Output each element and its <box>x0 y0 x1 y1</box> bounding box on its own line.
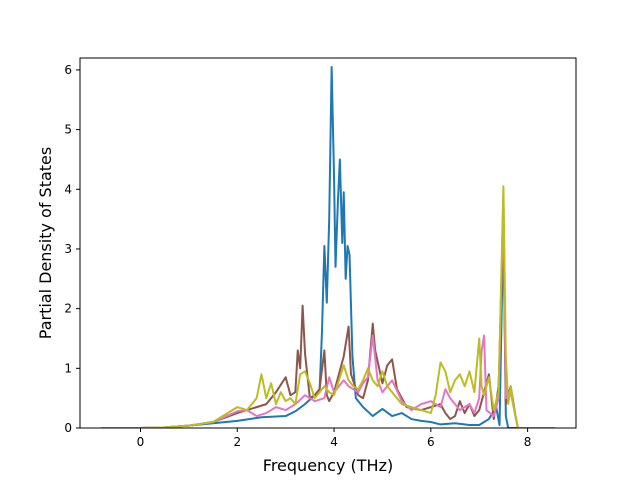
y-tick-label: 3 <box>64 242 72 256</box>
y-tick-label: 6 <box>64 63 72 77</box>
x-tick-label: 2 <box>233 435 241 449</box>
x-axis-title: Frequency (THz) <box>263 456 393 475</box>
y-tick-label: 2 <box>64 302 72 316</box>
y-tick-label: 1 <box>64 361 72 375</box>
x-tick-label: 0 <box>137 435 145 449</box>
y-axis-title: Partial Density of States <box>36 147 55 339</box>
series-line-4 <box>101 185 555 428</box>
series-layer <box>101 65 555 428</box>
x-axis: 0 2 4 6 8 <box>137 428 532 449</box>
x-tick-label: 8 <box>524 435 532 449</box>
series-line-1 <box>101 65 555 428</box>
x-tick-label: 6 <box>427 435 435 449</box>
y-axis: 0 1 2 3 4 5 6 <box>64 63 80 435</box>
plot-frame <box>79 57 577 429</box>
y-tick-label: 5 <box>64 123 72 137</box>
series-line-3 <box>101 194 555 428</box>
x-tick-label: 4 <box>330 435 338 449</box>
y-tick-label: 4 <box>64 182 72 196</box>
y-tick-label: 0 <box>64 421 72 435</box>
series-line-2 <box>101 224 555 428</box>
